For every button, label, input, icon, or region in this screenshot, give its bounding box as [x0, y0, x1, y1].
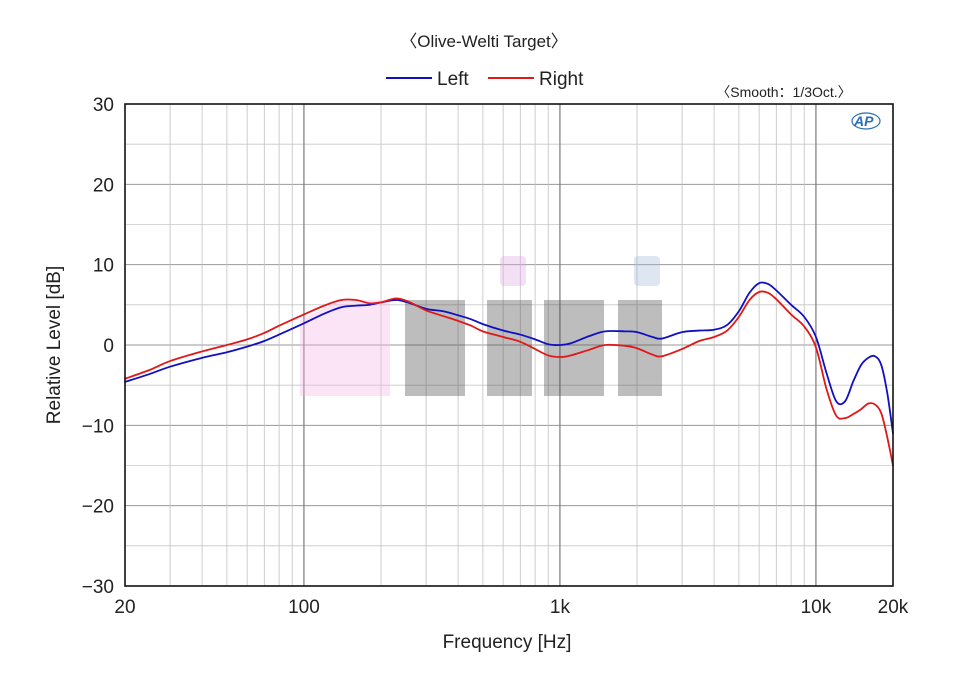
chart-title: 〈Olive-Welti Target〉 [400, 32, 568, 51]
y-tick-label: 0 [103, 336, 114, 357]
y-axis-title: Relative Level [dB] [44, 266, 65, 424]
series-line-right [124, 290, 894, 467]
legend-label-left: Left [437, 69, 469, 90]
y-tick-label: −20 [82, 497, 114, 518]
y-tick-label: −10 [82, 416, 114, 437]
plot-frame [124, 103, 894, 587]
y-tick-label: 30 [93, 95, 114, 116]
x-axis-title: Frequency [Hz] [443, 632, 572, 653]
x-tick-label: 20 [114, 597, 135, 618]
legend: Left Right [386, 69, 584, 90]
ap-logo-text: AP [853, 113, 874, 129]
y-tick-label: −30 [82, 577, 114, 598]
ap-logo: AP [851, 112, 881, 130]
series-layer [124, 281, 894, 467]
x-tick-label: 100 [288, 597, 320, 618]
x-tick-label: 10k [801, 597, 832, 618]
x-tick-label: 1k [550, 597, 571, 618]
y-tick-label: 20 [93, 175, 114, 196]
y-tick-label: 10 [93, 256, 114, 277]
legend-label-right: Right [539, 69, 584, 90]
watermark-logo [300, 256, 662, 396]
series-line-left [124, 281, 894, 435]
smoothing-note: 〈Smooth：1/3Oct.〉 [716, 84, 851, 100]
x-tick-label: 20k [878, 597, 909, 618]
